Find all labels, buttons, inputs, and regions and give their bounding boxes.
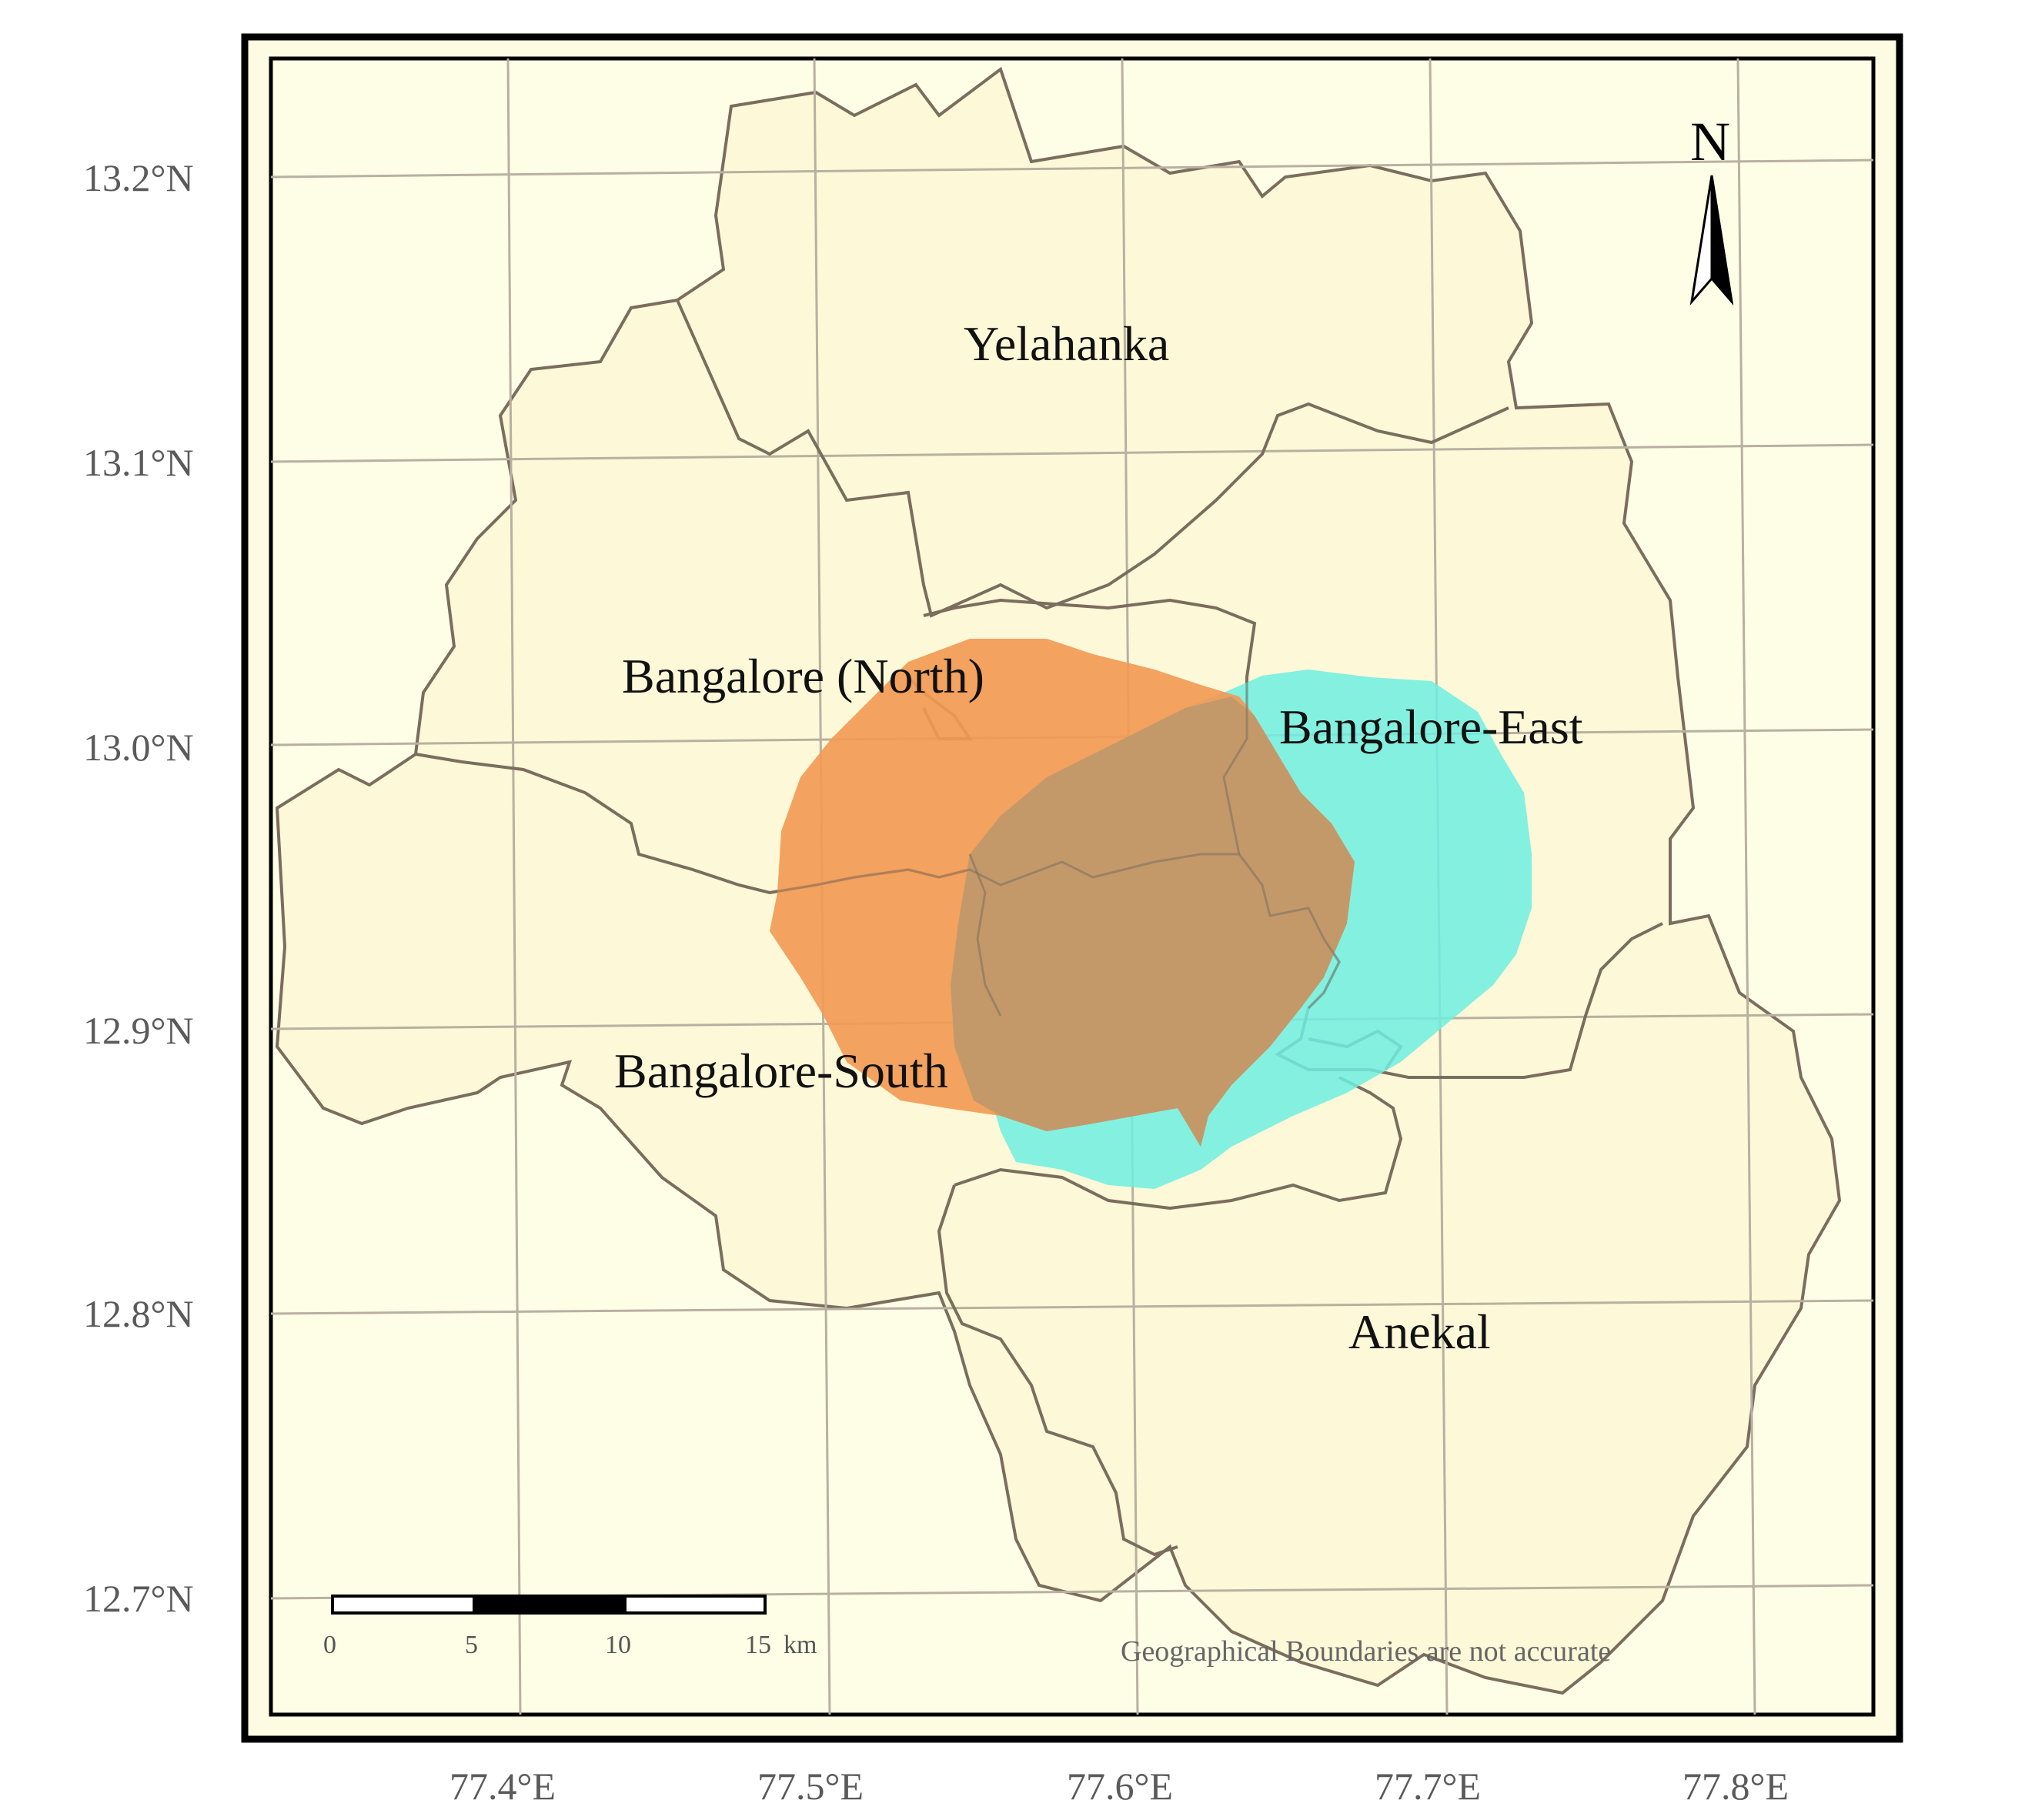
lat-label-13-2: 13.2°N bbox=[83, 156, 194, 199]
scale-label-0: 0 bbox=[323, 1631, 336, 1659]
scale-seg-3 bbox=[623, 1595, 767, 1615]
label-bangalore-north: Bangalore (North) bbox=[622, 649, 984, 703]
overlay-boundary-3 bbox=[968, 853, 1002, 1017]
boundaries-overlay bbox=[769, 623, 1341, 1017]
label-bangalore-east: Bangalore-East bbox=[1279, 700, 1583, 754]
scale-label-10: 10 bbox=[605, 1631, 631, 1659]
lon-label-77-4: 77.4°E bbox=[449, 1765, 556, 1808]
lon-label-77-6: 77.6°E bbox=[1067, 1765, 1173, 1808]
buffer-zones bbox=[770, 639, 1532, 1189]
scale-unit: km bbox=[784, 1631, 817, 1659]
boundary-south-west bbox=[937, 1184, 1178, 1557]
scale-seg-1 bbox=[331, 1595, 476, 1615]
lon-label-77-5: 77.5°E bbox=[757, 1765, 864, 1808]
overlay-boundary-1 bbox=[769, 853, 1341, 1010]
north-arrow-right bbox=[1710, 175, 1734, 306]
lat-line-13-2 bbox=[270, 159, 1874, 179]
boundary-yelahanka-south bbox=[676, 299, 1509, 618]
north-arrow-icon: N bbox=[1689, 111, 1734, 306]
overlay-boundary-2 bbox=[1222, 623, 1256, 855]
lat-label-12-9: 12.9°N bbox=[83, 1009, 194, 1052]
label-anekal: Anekal bbox=[1348, 1304, 1491, 1359]
lon-label-77-7: 77.7°E bbox=[1375, 1765, 1481, 1808]
lat-label-12-8: 12.8°N bbox=[83, 1292, 194, 1335]
boundary-south-anekal bbox=[954, 1076, 1403, 1211]
label-bangalore-south: Bangalore-South bbox=[614, 1044, 948, 1098]
lon-line-77-4 bbox=[506, 58, 522, 1715]
lat-label-13-0: 13.0°N bbox=[83, 726, 194, 769]
map-content bbox=[270, 58, 1874, 1715]
lat-label-13-1: 13.1°N bbox=[83, 441, 194, 484]
map-disclaimer: Geographical Boundaries are not accurate bbox=[1121, 1635, 1611, 1668]
lat-label-12-7: 12.7°N bbox=[83, 1577, 194, 1620]
north-arrow-label: N bbox=[1690, 111, 1730, 172]
lat-line-13-1 bbox=[270, 443, 1874, 463]
lon-label-77-8: 77.8°E bbox=[1682, 1765, 1789, 1808]
lon-line-77-8 bbox=[1736, 58, 1756, 1715]
zone-overlap bbox=[951, 696, 1355, 1147]
scale-seg-2 bbox=[473, 1595, 627, 1615]
label-yelahanka: Yelahanka bbox=[964, 316, 1169, 371]
lat-line-12-8 bbox=[270, 1299, 1874, 1315]
scale-label-5: 5 bbox=[465, 1631, 478, 1659]
scale-label-15: 15 bbox=[745, 1631, 771, 1659]
scale-bar: 0 5 10 15 km bbox=[323, 1595, 817, 1659]
